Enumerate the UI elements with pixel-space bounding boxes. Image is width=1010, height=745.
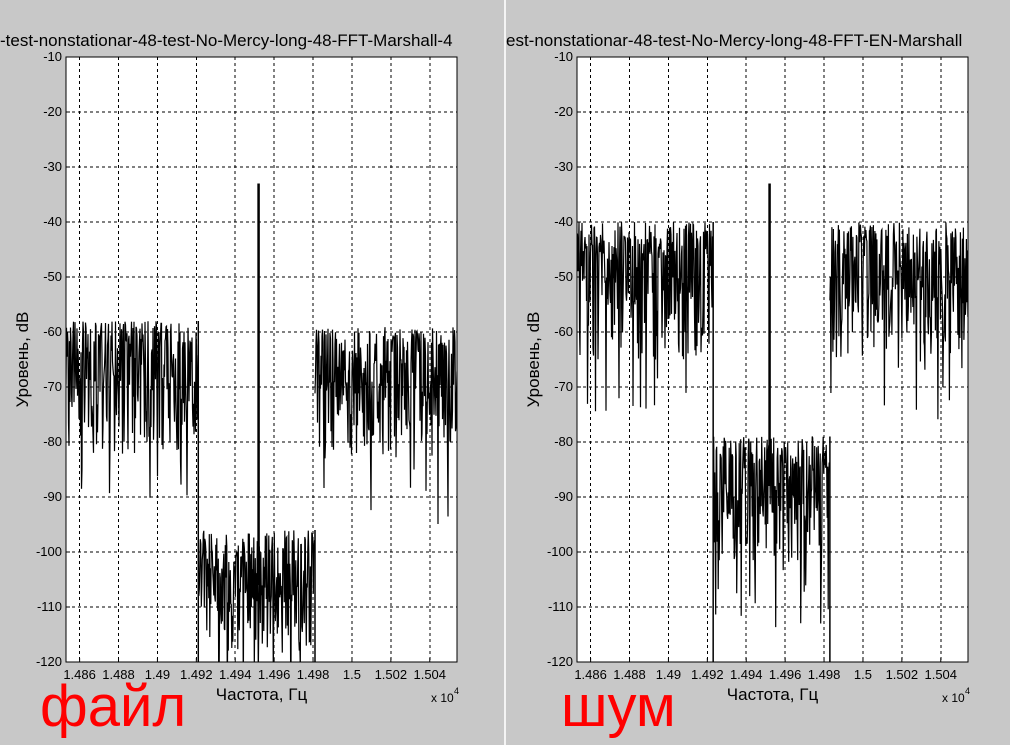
x-tick-label: 1.492 — [180, 667, 213, 682]
y-tick-label: -10 — [43, 49, 62, 64]
plot-area — [577, 57, 968, 662]
y-tick-label: -40 — [554, 214, 573, 229]
y-tick-label: -110 — [37, 599, 62, 614]
x-tick-label: 1.498 — [808, 667, 841, 682]
y-tick-label: -110 — [548, 599, 573, 614]
y-tick-label: -90 — [43, 489, 62, 504]
y-tick-label: -120 — [36, 654, 62, 669]
spectrum-series — [66, 183, 457, 662]
x-tick-label: 1.5 — [343, 667, 361, 682]
plot-frame — [576, 56, 969, 663]
x-tick-label: 1.496 — [769, 667, 802, 682]
x-tick-label: 1.488 — [102, 667, 135, 682]
y-tick-label: -80 — [554, 434, 573, 449]
x-axis-label: Частота, Гц — [216, 685, 308, 704]
x-tick-label: 1.502 — [886, 667, 919, 682]
x-multiplier-label: x 10 — [431, 691, 454, 705]
spectrum-series — [577, 183, 968, 662]
x-tick-label: 1.5 — [854, 667, 872, 682]
y-tick-label: -60 — [554, 324, 573, 339]
plot-frame — [65, 56, 458, 663]
x-tick-label: 1.486 — [63, 667, 96, 682]
y-tick-label: -60 — [43, 324, 62, 339]
y-tick-label: -50 — [43, 269, 62, 284]
y-tick-label: -10 — [554, 49, 573, 64]
x-tick-label: 1.486 — [574, 667, 607, 682]
x-tick-label: 1.496 — [258, 667, 291, 682]
chart-title: -test-nonstationar-48-test-No-Mercy-long… — [0, 31, 453, 50]
spectrum-plot-noise: 1.486 1.488 1.49 1.492 1.494 1.496 1.498 1.5 1.5… — [524, 49, 970, 705]
y-tick-label: -20 — [554, 104, 573, 119]
y-tick-label: -30 — [554, 159, 573, 174]
spectrum-segment — [712, 436, 831, 628]
spectrum-segment — [577, 221, 714, 412]
x-tick-label: 1.492 — [691, 667, 724, 682]
y-axis-label: Уровень, dB — [524, 312, 543, 408]
spectrum-segment — [829, 222, 968, 420]
x-tick-label: 1.504 — [413, 667, 446, 682]
y-tick-label: -100 — [36, 544, 62, 559]
x-tick-label: 1.494 — [219, 667, 252, 682]
x-tick-label: 1.502 — [375, 667, 408, 682]
y-tick-label: -30 — [43, 159, 62, 174]
x-tick-label: 1.494 — [730, 667, 763, 682]
panel-divider — [504, 0, 506, 745]
y-tick-label: -40 — [43, 214, 62, 229]
x-axis-label: Частота, Гц — [727, 685, 819, 704]
x-tick-label: 1.498 — [297, 667, 330, 682]
spectrum-plot-file: 1.486 1.488 1.49 1.492 1.494 1.496 1.498 1.5 1.5… — [13, 49, 459, 705]
x-tick-label: 1.488 — [613, 667, 646, 682]
y-tick-label: -20 — [43, 104, 62, 119]
y-axis-label: Уровень, dB — [13, 312, 32, 408]
chart-panel-file: -test-nonstationar-48-test-No-Mercy-long… — [0, 0, 504, 745]
chart-panel-noise: est-nonstationar-48-test-No-Mercy-long-4… — [506, 0, 1010, 745]
x-tick-label: 1.504 — [924, 667, 957, 682]
spectrum-segment — [197, 530, 315, 662]
annotation-label: файл — [40, 674, 187, 739]
spectrum-segment — [66, 321, 199, 498]
y-tick-label: -70 — [554, 379, 573, 394]
x-multiplier-exponent: 4 — [454, 686, 459, 696]
y-tick-label: -50 — [554, 269, 573, 284]
y-tick-label: -120 — [547, 654, 573, 669]
x-tick-label: 1.49 — [656, 667, 681, 682]
x-tick-label: 1.49 — [145, 667, 170, 682]
y-tick-label: -100 — [547, 544, 573, 559]
y-tick-label: -80 — [43, 434, 62, 449]
x-multiplier-exponent: 4 — [965, 686, 970, 696]
x-multiplier-label: x 10 — [942, 691, 965, 705]
spectrum-segment — [314, 327, 457, 525]
y-tick-label: -90 — [554, 489, 573, 504]
y-tick-label: -70 — [43, 379, 62, 394]
chart-title: est-nonstationar-48-test-No-Mercy-long-4… — [506, 31, 963, 50]
annotation-label: шум — [561, 674, 676, 739]
